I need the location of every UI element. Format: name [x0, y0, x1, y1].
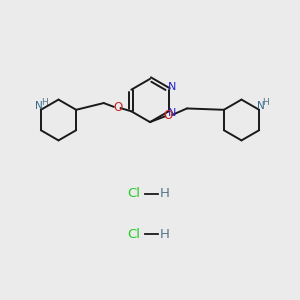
- Text: Cl: Cl: [127, 187, 140, 200]
- Text: H: H: [262, 98, 269, 107]
- Text: N: N: [35, 101, 43, 111]
- Text: Cl: Cl: [127, 227, 140, 241]
- Text: N: N: [167, 82, 176, 92]
- Text: H: H: [160, 227, 169, 241]
- Text: H: H: [41, 98, 48, 107]
- Text: N: N: [167, 108, 176, 118]
- Text: O: O: [113, 101, 122, 114]
- Text: H: H: [160, 187, 169, 200]
- Text: O: O: [164, 109, 173, 122]
- Text: N: N: [257, 101, 265, 111]
